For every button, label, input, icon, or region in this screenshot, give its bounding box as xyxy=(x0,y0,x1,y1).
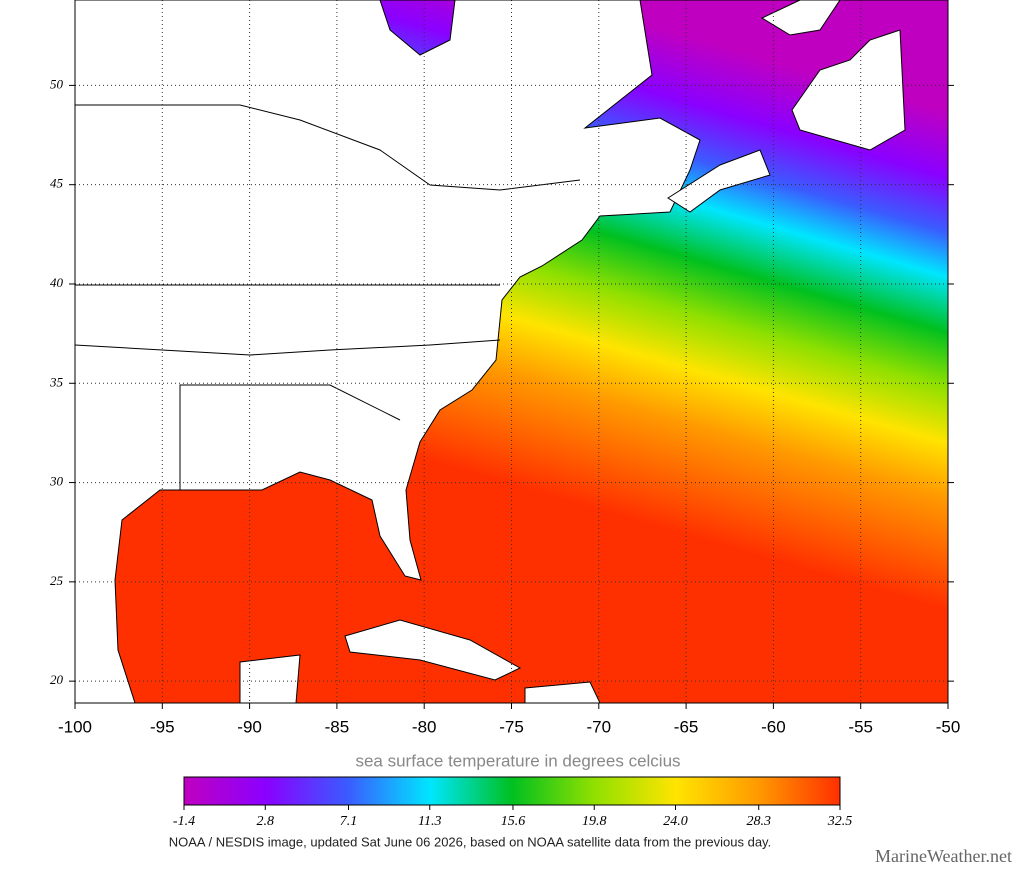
x-tick-label: -80 xyxy=(412,717,437,736)
colorbar-tick-label: 32.5 xyxy=(827,814,853,829)
x-tick-label: -65 xyxy=(674,717,699,736)
x-tick-label: -100 xyxy=(58,717,92,736)
x-tick-label: -50 xyxy=(936,717,961,736)
colorbar-tick-label: 7.1 xyxy=(340,814,358,829)
y-tick-label: 35 xyxy=(49,374,64,389)
colorbar-tick-label: 24.0 xyxy=(663,814,688,829)
state-borders xyxy=(74,339,501,356)
x-tick-label: -70 xyxy=(587,717,612,736)
y-tick-label: 45 xyxy=(50,176,64,191)
map-frame xyxy=(74,0,949,704)
x-tick-label: -85 xyxy=(325,717,350,736)
north-america xyxy=(74,0,701,704)
y-tick-label: 40 xyxy=(50,275,64,290)
yucatan xyxy=(239,654,301,704)
newfoundland xyxy=(791,29,906,151)
x-tick-label: -60 xyxy=(761,717,786,736)
watermark: MarineWeather.net xyxy=(875,846,1012,866)
x-tick-label: -75 xyxy=(499,717,524,736)
colorbar-tick-label: 19.8 xyxy=(582,814,607,829)
colorbar-title: sea surface temperature in degrees celci… xyxy=(355,751,680,770)
y-tick-label: 25 xyxy=(50,573,64,588)
colorbar-tick-label: 15.6 xyxy=(501,814,526,829)
colorbar xyxy=(183,776,841,806)
x-tick-label: -90 xyxy=(237,717,262,736)
x-tick-label: -95 xyxy=(150,717,175,736)
state-borders xyxy=(179,384,401,490)
state-borders xyxy=(75,104,581,191)
y-tick-label: 30 xyxy=(49,474,64,489)
footer: NOAA / NESDIS image, updated Sat June 06… xyxy=(169,834,771,849)
land xyxy=(74,0,906,704)
axes: -100 -95 -90 -85 -80 -75 -70 -65 -60 -55 -50 20 25 30… xyxy=(49,0,960,736)
nova-scotia xyxy=(667,149,771,213)
labrador xyxy=(760,0,841,36)
colorbar-tick-label: 2.8 xyxy=(257,814,275,829)
colorbar-tick-label: 11.3 xyxy=(418,814,441,829)
y-tick-label: 20 xyxy=(50,672,64,687)
colorbar-tick-label: 28.3 xyxy=(746,814,771,829)
colorbar-tick-label: -1.4 xyxy=(173,814,195,829)
cuba xyxy=(344,619,522,681)
y-tick-label: 50 xyxy=(50,76,64,91)
x-tick-label: -55 xyxy=(848,717,873,736)
